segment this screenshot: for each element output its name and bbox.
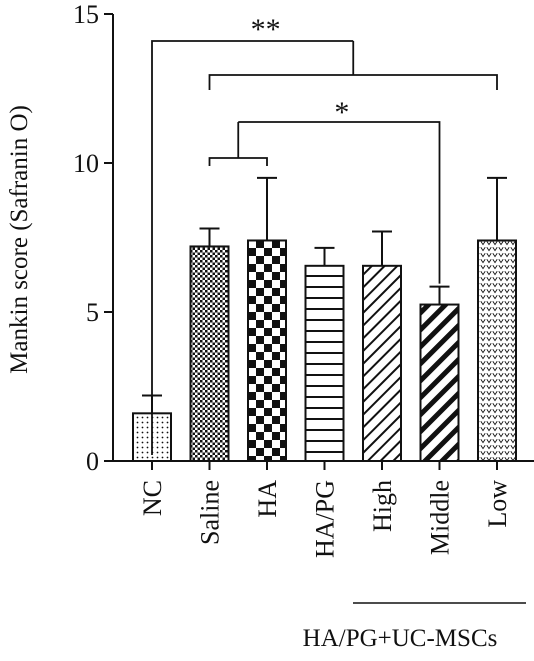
x-tick-label: HA/PG xyxy=(311,480,340,558)
significance-bracket-nc xyxy=(151,40,354,455)
y-tick-label: 0 xyxy=(86,447,99,476)
significance-bracket-controls xyxy=(208,157,268,166)
x-tick-label: High xyxy=(368,480,397,532)
bar-ha-pg xyxy=(304,264,345,462)
group-label: HA/PG+UC-MSCs xyxy=(303,625,498,652)
bar-middle xyxy=(419,303,460,462)
x-tick-label: NC xyxy=(138,480,167,516)
x-tick-label: Low xyxy=(483,480,512,528)
bar-low xyxy=(477,239,517,462)
bar-saline xyxy=(189,245,230,462)
significance-label: ** xyxy=(251,13,281,46)
x-tick-label: HA xyxy=(253,480,282,518)
x-tick-label: Middle xyxy=(426,480,455,555)
y-tick-label: 15 xyxy=(73,0,99,29)
y-axis-label: Mankin score (Safranin O) xyxy=(6,105,33,374)
bar-ha xyxy=(247,239,287,462)
bar-high xyxy=(362,264,402,462)
significance-label: * xyxy=(334,96,349,129)
x-tick-label: Saline xyxy=(196,480,225,545)
y-tick-label: 10 xyxy=(73,149,99,178)
significance-bracket-treated xyxy=(208,74,498,90)
significance-bracket-middle xyxy=(238,121,441,284)
y-tick-label: 5 xyxy=(86,298,99,327)
